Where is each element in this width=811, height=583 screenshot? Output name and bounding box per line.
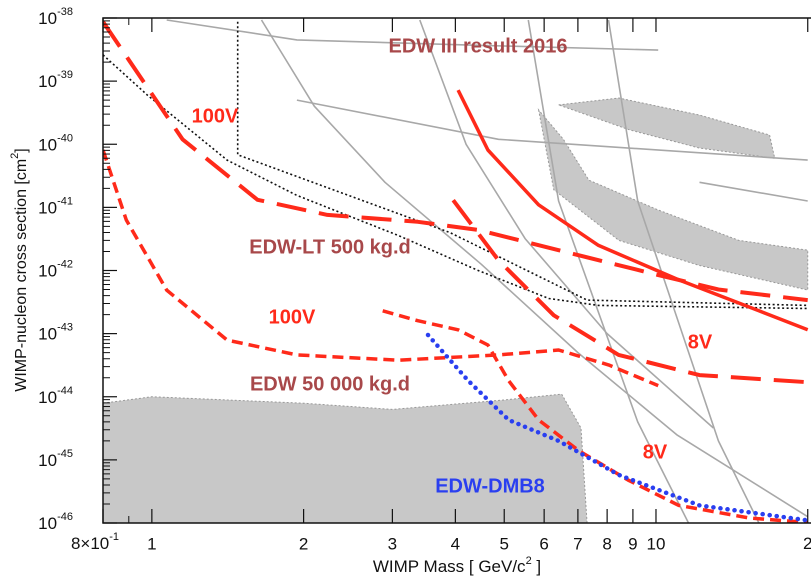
x-tick-label: 7 (573, 534, 582, 553)
annotation: EDW III result 2016 (389, 35, 568, 57)
curve (296, 99, 808, 161)
y-axis-title-end: ] (13, 148, 30, 152)
y-tick-label-base: 10 (38, 388, 57, 407)
y-tick-label-base: 10 (38, 514, 57, 533)
annotation: EDW-DMB8 (435, 475, 545, 497)
annotation: 100V (192, 105, 239, 127)
y-tick-label: 10-45 (38, 448, 73, 471)
plot-area: EDW III result 2016 100V EDW-LT 500 kg.d 10… (103, 19, 810, 523)
axes: 10-4610-4510-4410-4310-4210-4110-4010-39… (9, 6, 811, 577)
y-axis-title: WIMP-nucleon cross section [cm2] (9, 148, 30, 392)
y-tick-label-base: 10 (38, 73, 57, 92)
x-tick-label: 4 (451, 534, 460, 553)
curve (103, 20, 808, 303)
x-tick-label: 9 (628, 534, 637, 553)
x-tick-label: 1 (147, 534, 156, 553)
y-tick-label-base: 10 (38, 9, 57, 28)
curve (236, 21, 808, 307)
y-tick-label-exp: -46 (57, 511, 73, 523)
x-tick-label: 2 (803, 534, 811, 553)
x-tick-label: 5 (499, 534, 508, 553)
curve (425, 332, 810, 523)
y-tick-label: 10-38 (38, 6, 73, 29)
y-tick-label-exp: -45 (57, 448, 73, 460)
x-axis-title-sup: 2 (526, 555, 532, 567)
x-tick-label: 8 (602, 534, 611, 553)
y-tick-label: 10-43 (38, 322, 73, 345)
y-tick-label-exp: -41 (57, 195, 73, 207)
x-tick-label-base: 8×10 (71, 534, 109, 553)
y-tick-label-exp: -42 (57, 258, 73, 270)
x-tick-label: 6 (539, 534, 548, 553)
x-axis-title-text: WIMP Mass [ GeV/c (373, 557, 526, 576)
y-tick-label: 10-41 (38, 195, 73, 218)
y-tick-label-base: 10 (38, 199, 57, 218)
x-tick-label: 2 (299, 534, 308, 553)
y-tick-label-exp: -39 (57, 69, 73, 81)
excluded-region (558, 97, 776, 159)
curve (527, 19, 690, 523)
curve (699, 181, 808, 202)
y-tick-label: 10-39 (38, 69, 73, 92)
curve (166, 19, 659, 51)
x-tick-label: 3 (388, 534, 397, 553)
curve (260, 19, 809, 518)
annotation: EDW-LT 500 kg.d (249, 236, 410, 258)
x-axis-title-end: ] (532, 557, 541, 576)
y-tick-label-base: 10 (38, 451, 57, 470)
x-tick-label: 10 (647, 534, 666, 553)
y-tick-label: 10-46 (38, 511, 73, 534)
y-tick-label-base: 10 (38, 136, 57, 155)
excluded-region (103, 393, 588, 523)
curve (607, 19, 760, 523)
y-tick-label: 10-42 (38, 258, 73, 281)
annotation: 100V (269, 306, 316, 328)
annotation: 8V (643, 441, 668, 463)
excluded-region (537, 108, 809, 291)
y-tick-label-exp: -40 (57, 132, 73, 144)
annotation: 8V (688, 331, 713, 353)
y-tick-label-base: 10 (38, 325, 57, 344)
y-axis-title-sup: 2 (9, 153, 21, 159)
x-axis-title: WIMP Mass [ GeV/c2 ] (373, 555, 541, 577)
y-tick-label-exp: -44 (57, 385, 73, 397)
curve (456, 89, 809, 332)
x-tick-label-base: 2 (803, 534, 811, 553)
y-tick-label-exp: -43 (57, 322, 73, 334)
annotation: EDW 50 000 kg.d (250, 373, 410, 395)
y-tick-label-base: 10 (38, 262, 57, 281)
y-tick-label-exp: -38 (57, 6, 73, 18)
x-tick-label: 8×10-1 (71, 531, 119, 554)
curve (103, 54, 808, 310)
curve (451, 198, 808, 385)
curve (419, 19, 714, 429)
y-tick-label: 10-40 (38, 132, 73, 155)
y-tick-label: 10-44 (38, 385, 73, 408)
y-axis-title-text: WIMP-nucleon cross section [cm (13, 159, 30, 392)
x-tick-label-exp: -1 (109, 531, 119, 543)
